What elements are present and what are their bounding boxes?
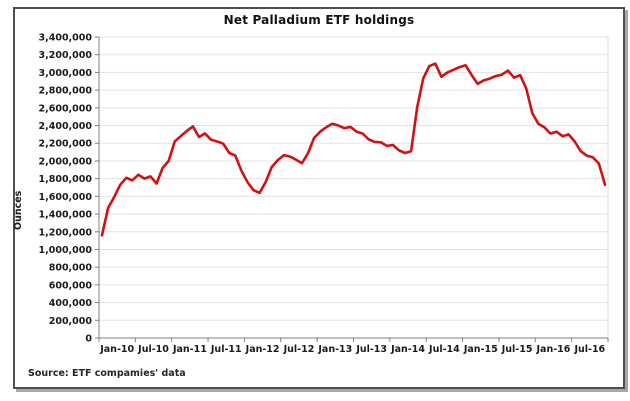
x-tick-label: Jul-14 <box>428 344 460 355</box>
x-tick-label: Jul-10 <box>137 344 169 355</box>
y-tick-label: 1,200,000 <box>39 227 93 238</box>
y-tick-label: 1,000,000 <box>39 245 93 256</box>
x-tick-label: Jan-11 <box>172 344 207 355</box>
data-line-palladium-holdings <box>100 62 607 237</box>
x-tick-label: Jan-13 <box>317 344 352 355</box>
y-tick-label: 2,800,000 <box>39 86 93 97</box>
x-tick-label: Jan-15 <box>463 344 498 355</box>
x-tick-label: Jul-13 <box>355 344 387 355</box>
y-tick-label: 1,600,000 <box>39 192 93 203</box>
y-tick-label: 3,400,000 <box>39 33 93 44</box>
x-tick-label: Jul-16 <box>573 344 605 355</box>
source-note: Source: ETF compamies' data <box>28 368 186 379</box>
y-tick-label: 1,400,000 <box>39 210 93 221</box>
x-tick-label: Jul-11 <box>210 344 242 355</box>
y-tick-label: 200,000 <box>49 316 93 327</box>
x-tick-label: Jan-16 <box>536 344 571 355</box>
y-tick-label: 600,000 <box>49 280 93 291</box>
y-tick-label: 3,200,000 <box>39 50 93 61</box>
x-tick-label: Jan-10 <box>99 344 134 355</box>
y-tick-label: 2,600,000 <box>39 103 93 114</box>
y-tick-label: 1,800,000 <box>39 174 93 185</box>
y-tick-label: 400,000 <box>49 298 93 309</box>
x-tick-label: Jan-14 <box>390 344 425 355</box>
y-tick-label: 2,400,000 <box>39 121 93 132</box>
y-tick-label: 2,200,000 <box>39 139 93 150</box>
chart-title: Net Palladium ETF holdings <box>223 13 415 27</box>
y-tick-label: 2,000,000 <box>39 156 93 167</box>
y-tick-label: 0 <box>85 334 92 345</box>
x-tick-label: Jul-12 <box>283 344 315 355</box>
y-tick-label: 800,000 <box>49 263 93 274</box>
x-tick-label: Jul-15 <box>501 344 533 355</box>
y-tick-label: 3,000,000 <box>39 68 93 79</box>
x-tick-label: Jan-12 <box>245 344 280 355</box>
